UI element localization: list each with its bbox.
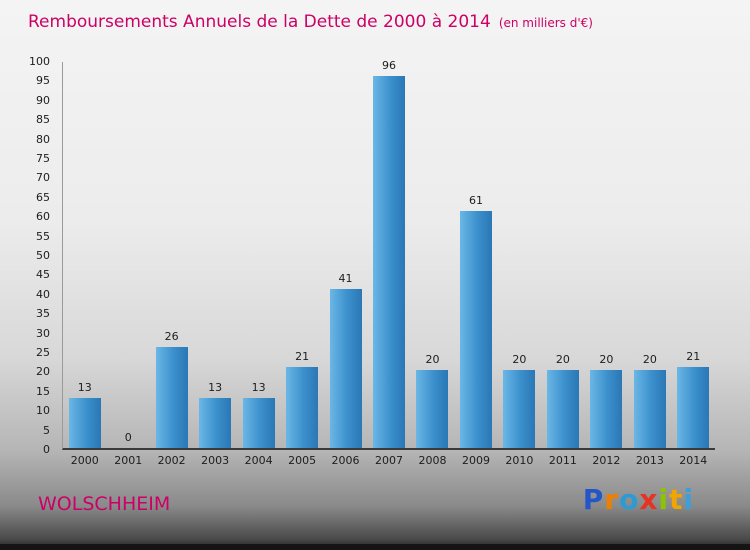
y-axis-tick-label: 50 <box>36 249 50 262</box>
plot-area: 13 2000 0 2001 26 2002 13 2003 13 2004 21 2005 41 200… <box>62 59 715 467</box>
bar <box>286 367 319 448</box>
bar <box>590 370 623 448</box>
bar-column: 20 2013 <box>628 62 671 467</box>
bar-column: 20 2011 <box>541 62 584 467</box>
bar-value-label: 20 <box>512 353 527 366</box>
logo-letter: i <box>683 483 694 516</box>
x-axis-label: 2001 <box>114 454 143 467</box>
y-axis-tick-label: 10 <box>36 404 50 418</box>
y-axis-tick-label: 95 <box>36 74 50 88</box>
y-axis-tick-label: 5 <box>43 423 50 437</box>
logo-letter: t <box>669 483 684 516</box>
bar <box>677 367 710 448</box>
bar-value-label: 21 <box>686 350 701 363</box>
bar <box>373 76 406 448</box>
bar-value-label: 21 <box>295 350 310 363</box>
bar-column: 21 2014 <box>672 62 715 467</box>
x-axis-label: 2010 <box>505 454 534 467</box>
x-axis-label: 2008 <box>418 454 447 467</box>
bar-value-label: 13 <box>77 381 92 394</box>
bar-column: 41 2006 <box>324 62 367 467</box>
y-axis-tick-label: 70 <box>36 171 50 185</box>
page-title: Remboursements Annuels de la Dette de 20… <box>28 12 491 32</box>
bar-column: 20 2012 <box>585 62 628 467</box>
y-axis: 0 5 10 15 20 25 30 35 40 45 50 55 60 65 70 75 80 85 90 95 10… <box>0 55 56 456</box>
x-axis-label: 2002 <box>157 454 186 467</box>
logo-letter: x <box>639 483 659 516</box>
bar-value-label: 41 <box>338 272 353 285</box>
x-axis-label: 2012 <box>592 454 621 467</box>
x-axis-label: 2009 <box>461 454 490 467</box>
bar-value-label: 26 <box>164 330 179 343</box>
y-axis-tick-label: 85 <box>36 113 50 127</box>
bar-column: 20 2008 <box>411 62 454 467</box>
y-axis-tick-label: 20 <box>36 365 50 379</box>
logo-letter: o <box>619 483 640 516</box>
y-axis-tick-label: 15 <box>36 384 50 398</box>
chart-subtitle: (en milliers d'€) <box>498 16 593 30</box>
x-axis-label: 2014 <box>679 454 708 467</box>
bar-column: 26 2002 <box>150 62 193 467</box>
x-axis-label: 2011 <box>548 454 577 467</box>
y-axis-tick-label: 90 <box>36 93 50 107</box>
y-axis-tick-label: 45 <box>36 268 50 282</box>
y-axis-tick-label: 0 <box>43 443 50 456</box>
y-axis-tick-label: 25 <box>36 346 50 359</box>
bar-column: 13 2004 <box>237 62 280 467</box>
y-axis-tick-label: 55 <box>36 229 50 243</box>
y-axis-tick-label: 75 <box>36 152 50 165</box>
bar <box>546 370 579 448</box>
bar <box>503 370 536 448</box>
bar-value-label: 13 <box>251 381 266 394</box>
bar <box>155 347 188 448</box>
bar-value-label: 20 <box>599 353 614 366</box>
bar-value-label: 96 <box>382 59 397 72</box>
y-axis-tick-label: 30 <box>36 326 50 340</box>
x-axis-label: 2005 <box>288 454 317 467</box>
y-axis-tick-label: 35 <box>36 307 50 321</box>
y-axis-tick-label: 40 <box>36 287 50 301</box>
bar <box>416 370 449 448</box>
chart-title-row: Remboursements Annuels de la Dette de 20… <box>28 12 593 32</box>
bar-column: 0 2001 <box>106 62 149 467</box>
bar-value-label: 20 <box>555 353 570 366</box>
bar <box>68 398 101 448</box>
proxiti-logo[interactable]: Proxiti <box>583 483 694 516</box>
logo-letter: i <box>658 483 669 516</box>
bar-column: 21 2005 <box>280 62 323 467</box>
bar <box>459 211 492 448</box>
y-axis-tick-label: 100 <box>29 55 50 68</box>
bar-value-label: 0 <box>124 431 132 444</box>
x-axis-label: 2004 <box>244 454 273 467</box>
x-axis-label: 2003 <box>201 454 230 467</box>
bar-value-label: 61 <box>468 194 483 207</box>
logo-letter: P <box>582 483 605 516</box>
x-axis-label: 2006 <box>331 454 360 467</box>
x-axis-label: 2000 <box>70 454 99 467</box>
bar-column: 13 2003 <box>193 62 236 467</box>
bar-column: 13 2000 <box>63 62 106 467</box>
y-axis-tick-label: 65 <box>36 190 50 204</box>
bar-column: 20 2010 <box>498 62 541 467</box>
bar <box>633 370 666 448</box>
x-axis-label: 2013 <box>635 454 664 467</box>
bar-value-label: 13 <box>208 381 223 394</box>
y-axis-tick-label: 60 <box>36 210 50 224</box>
y-axis-tick-label: 80 <box>36 132 50 146</box>
bar-column: 61 2009 <box>454 62 497 467</box>
bar-value-label: 20 <box>642 353 657 366</box>
logo-letter: r <box>604 483 620 516</box>
x-axis-label: 2007 <box>375 454 404 467</box>
bar <box>242 398 275 448</box>
bar <box>329 289 362 448</box>
bar <box>199 398 232 448</box>
bottom-border <box>0 544 750 550</box>
bar-column: 96 2007 <box>367 59 410 467</box>
bar-value-label: 20 <box>425 353 440 366</box>
commune-name: WOLSCHHEIM <box>38 493 171 515</box>
